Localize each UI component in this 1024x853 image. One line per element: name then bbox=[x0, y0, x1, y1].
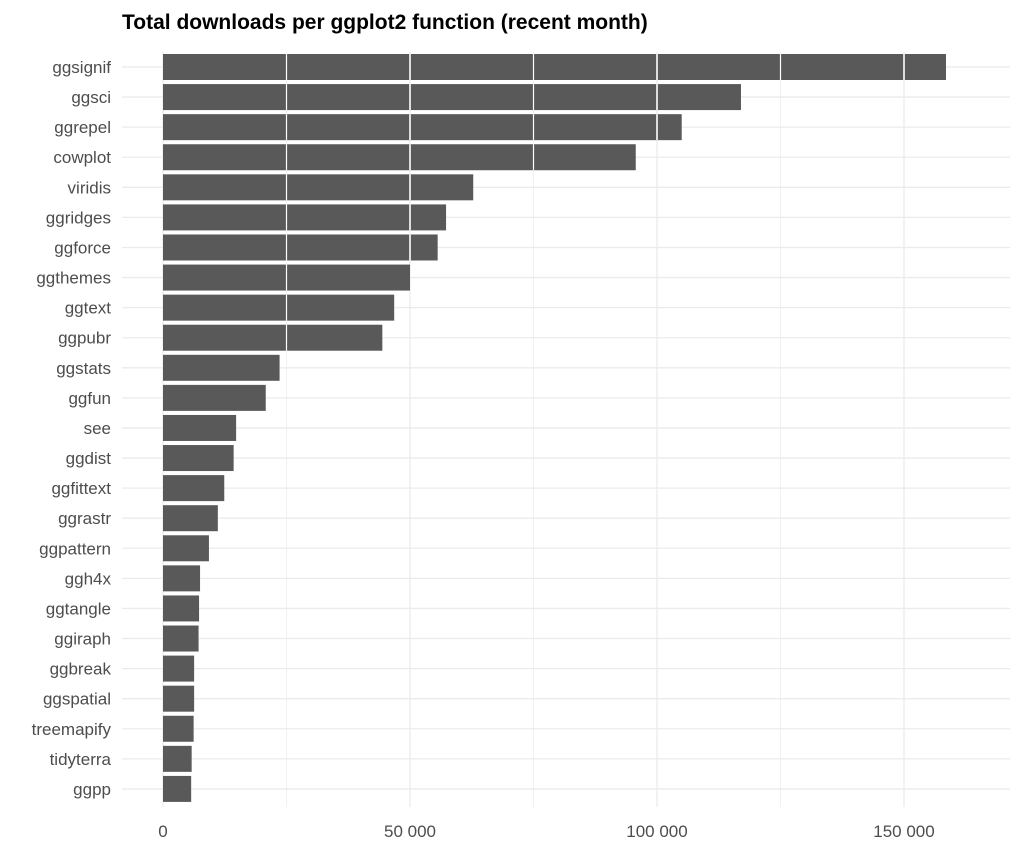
y-tick-label: ggstats bbox=[56, 359, 111, 378]
y-tick-label: ggpattern bbox=[39, 539, 111, 558]
y-tick-label: see bbox=[84, 419, 111, 438]
y-tick-label: ggfittext bbox=[51, 479, 111, 498]
x-tick-label: 50 000 bbox=[384, 822, 436, 841]
bar-ggbreak bbox=[163, 655, 195, 682]
y-tick-label: ggsci bbox=[71, 88, 111, 107]
y-tick-label: ggspatial bbox=[43, 690, 111, 709]
y-tick-label: ggtangle bbox=[46, 599, 111, 618]
x-axis-labels: 0 50 000 100 000 150 000 bbox=[158, 822, 934, 841]
x-tick-label: 150 000 bbox=[873, 822, 934, 841]
bar-ggpattern bbox=[163, 535, 209, 562]
bar-tidyterra bbox=[163, 745, 192, 772]
chart-title: Total downloads per ggplot2 function (re… bbox=[122, 11, 648, 34]
bar-ggspatial bbox=[163, 685, 195, 712]
bar-see bbox=[163, 414, 237, 441]
bar-ggrastr bbox=[163, 505, 218, 532]
y-axis-labels: ggsignif ggsci ggrepel cowplot viridis ggridg… bbox=[32, 58, 112, 799]
y-tick-label: ggrastr bbox=[58, 509, 111, 528]
y-tick-label: viridis bbox=[68, 178, 111, 197]
y-tick-label: ggrepel bbox=[54, 118, 111, 137]
bar-ggsignif bbox=[163, 54, 946, 80]
y-tick-label: treemapify bbox=[32, 720, 112, 739]
bar-ggforce bbox=[163, 234, 438, 261]
x-tick-label: 0 bbox=[158, 822, 167, 841]
y-tick-label: cowplot bbox=[53, 148, 111, 167]
bar-ggfittext bbox=[163, 475, 225, 502]
y-tick-label: ggtext bbox=[65, 299, 112, 318]
bar-ggh4x bbox=[163, 565, 201, 592]
bar-ggrepel bbox=[163, 114, 682, 141]
bar-ggiraph bbox=[163, 625, 199, 652]
bar-viridis bbox=[163, 174, 474, 201]
y-tick-label: ggridges bbox=[46, 208, 111, 227]
y-tick-label: ggpubr bbox=[58, 329, 111, 348]
bar-ggstats bbox=[163, 354, 280, 381]
y-tick-label: ggdist bbox=[66, 449, 112, 468]
bar-ggfun bbox=[163, 384, 266, 411]
bar-cowplot bbox=[163, 144, 636, 171]
bar-ggridges bbox=[163, 204, 447, 231]
bar-ggpp bbox=[163, 775, 192, 802]
y-tick-label: ggpp bbox=[73, 780, 111, 799]
y-tick-label: tidyterra bbox=[50, 750, 112, 769]
bar-ggtext bbox=[163, 294, 395, 321]
y-tick-label: ggh4x bbox=[65, 569, 112, 588]
y-tick-label: ggthemes bbox=[36, 269, 111, 288]
y-tick-label: ggforce bbox=[54, 238, 111, 257]
bar-ggsci bbox=[163, 84, 741, 111]
bar-treemapify bbox=[163, 715, 194, 742]
bar-ggtangle bbox=[163, 595, 200, 622]
y-tick-label: ggsignif bbox=[52, 58, 111, 77]
y-tick-label: ggiraph bbox=[54, 630, 111, 649]
bars bbox=[163, 54, 946, 802]
bar-ggpubr bbox=[163, 324, 383, 351]
y-tick-label: ggfun bbox=[68, 389, 111, 408]
y-tick-label: ggbreak bbox=[50, 660, 112, 679]
bar-ggdist bbox=[163, 445, 234, 472]
x-tick-label: 100 000 bbox=[626, 822, 687, 841]
